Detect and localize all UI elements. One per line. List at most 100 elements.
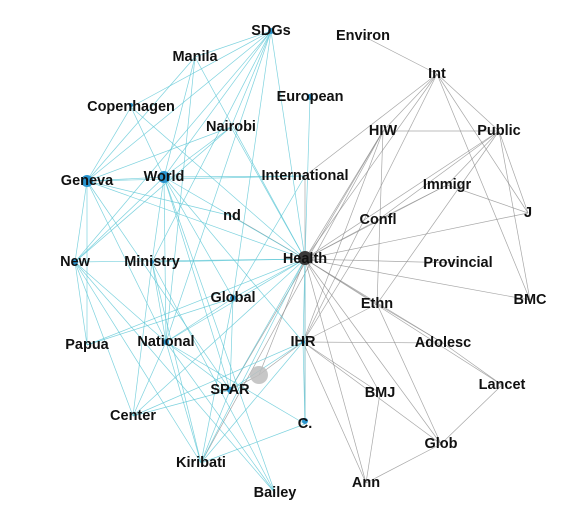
gray-edge-health-ann <box>304 258 367 484</box>
cyan-edge-copenhagen-world <box>130 106 165 178</box>
node-dot-copenhagen <box>129 103 133 107</box>
cyan-edge-sdgs-copenhagen <box>130 30 272 108</box>
gray-edge-j-health <box>304 212 529 260</box>
cyan-edge-new-kiribati <box>74 261 202 464</box>
gray-edge-j-immigr <box>446 184 529 214</box>
gray-edge-provincial-health <box>304 258 459 264</box>
node-dot-geneva <box>81 175 93 187</box>
node-label-bailey: Bailey <box>254 485 297 501</box>
gray-edge-bmj-ihr <box>302 341 381 394</box>
cyan-edge-ihr-kiribati <box>200 341 304 464</box>
gray-edge-health-lancet <box>304 258 503 386</box>
node-label-center: Center <box>110 408 156 424</box>
cyan-edge-european-health <box>304 96 311 260</box>
node-dot-global <box>230 295 236 301</box>
cyan-edge-sdgs-ministry <box>151 30 272 263</box>
node-label-world: World <box>144 169 185 185</box>
cyan-edge-copenhagen-health <box>130 106 306 260</box>
gray-edge-int-health <box>304 73 438 260</box>
gray-edge-public-ethn <box>376 130 500 305</box>
cyan-edge-ministry-health <box>151 258 306 263</box>
node-label-lancet: Lancet <box>479 377 526 393</box>
cyan-edge-world-ihr <box>163 176 304 343</box>
cyan-edge-sdgs-world <box>163 30 272 178</box>
node-label-copenhagen: Copenhagen <box>87 99 175 115</box>
node-label-ihr: IHR <box>291 334 317 350</box>
cyan-edge-new-national <box>74 261 167 343</box>
gray-edge-health-glob <box>304 258 442 445</box>
cyan-edge-nairobi-new <box>74 126 232 263</box>
node-label-spar: SPAR <box>210 382 250 398</box>
node-label-nairobi: Nairobi <box>206 119 256 135</box>
cyan-edge-world-health <box>163 176 306 260</box>
cyan-edge-global-kiribati <box>200 297 234 464</box>
gray-edge-int-public <box>436 73 500 132</box>
cyan-edge-sdgs-manila <box>194 30 272 58</box>
gray-edge-health-bmj <box>304 258 381 394</box>
node-dot-sdgs <box>268 28 274 34</box>
cyan-edge-copenhagen-geneva <box>86 106 132 182</box>
cyan-edge-world-international <box>163 175 306 178</box>
cyan-edge-global-international <box>232 175 306 299</box>
labels-layer: SDGs Environ Manila Int European Copenhagen Pu… <box>60 23 547 501</box>
cyan-edge-geneva-spar <box>86 180 231 391</box>
gray-edge-public-confl <box>377 130 500 221</box>
cyan-edge-world-new <box>74 176 165 263</box>
gray-edge-int-ihr <box>302 73 438 343</box>
cyan-edge-spar-center <box>132 389 231 417</box>
cyan-edge-manila-national <box>165 56 196 343</box>
gray-edge-glob-ihr <box>302 341 442 445</box>
node-label-adolesc: Adolesc <box>415 335 471 351</box>
cyan-edge-papua-health <box>86 258 306 346</box>
cyan-edge-global-health <box>232 258 306 299</box>
node-label-bmc: BMC <box>513 292 547 308</box>
gray-edge-adolesc-health <box>304 258 444 344</box>
cyan-edge-world-bailey <box>163 176 276 494</box>
gray-edge-ethn-glob <box>376 303 442 445</box>
node-dot-european <box>307 94 313 100</box>
cyan-edge-world-spar <box>163 176 231 391</box>
cyan-edge-manila-world <box>163 56 196 178</box>
node-label-international: International <box>261 168 348 184</box>
cyan-edge-manila-health <box>194 56 306 260</box>
gray-edge-ethn-ihr <box>302 303 378 343</box>
gray-edge-int-hiw <box>382 73 438 132</box>
node-label-provincial: Provincial <box>423 255 492 271</box>
node-label-nd: nd <box>223 208 241 224</box>
gray-edge-confl-health <box>304 219 379 260</box>
cyan-edge-ministry-kiribati <box>151 261 202 464</box>
node-label-papua: Papua <box>65 337 109 353</box>
gray-edge-gray_node-ihr <box>258 341 304 376</box>
gray-edge-lancet-adolesc <box>442 342 503 386</box>
cyan-edge-manila-geneva <box>86 56 196 182</box>
cyan-edge-world-ministry <box>151 176 165 263</box>
cyan-edge-national-global <box>165 297 234 343</box>
cyan-edge-world-national <box>163 176 167 343</box>
gray-edge-public-j <box>498 130 529 214</box>
gray-edge-adolesc-ihr <box>302 341 444 344</box>
cyan-edge-nairobi-world <box>163 126 232 178</box>
node-label-environ: Environ <box>336 28 390 44</box>
node-dot-ihr <box>301 340 305 344</box>
node-label-geneva: Geneva <box>61 173 114 189</box>
cyan-edge-geneva-world <box>86 176 165 182</box>
node-dot-spar <box>227 387 233 393</box>
node-label-hiw: HIW <box>369 123 398 139</box>
cyan-edge-center-health <box>132 258 306 417</box>
node-label-ministry: Ministry <box>124 254 180 270</box>
node-label-c: C. <box>298 416 313 432</box>
gray-edge-hiw-ethn <box>376 130 384 305</box>
gray-edge-environ-int <box>362 35 438 75</box>
gray-edge-bmj-ann <box>365 392 381 484</box>
node-dot-ministry <box>150 260 154 264</box>
node-label-manila: Manila <box>172 49 218 65</box>
node-label-kiribati: Kiribati <box>176 455 226 471</box>
gray-edge-hiw-kiribati <box>200 130 384 464</box>
gray-edge-int-bmc <box>436 73 531 301</box>
gray-edge-public-health <box>304 130 500 260</box>
node-label-bmj: BMJ <box>365 385 396 401</box>
gray-edge-bmc-health <box>304 258 531 301</box>
gray-edge-int-international <box>304 73 438 177</box>
cyan-edge-spar-health <box>229 258 306 391</box>
node-dot-gray_node <box>250 366 268 384</box>
